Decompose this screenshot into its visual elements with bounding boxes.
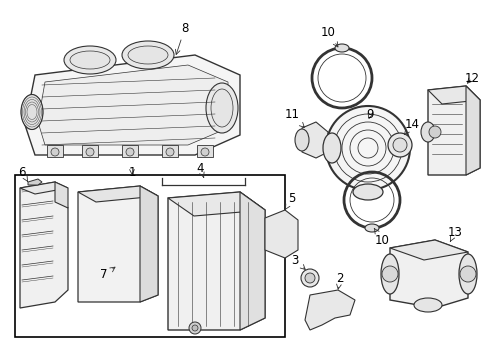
Circle shape [387, 133, 411, 157]
Polygon shape [28, 179, 42, 185]
Polygon shape [389, 240, 467, 308]
Circle shape [301, 269, 318, 287]
Ellipse shape [380, 254, 398, 294]
Circle shape [428, 126, 440, 138]
Ellipse shape [364, 224, 378, 232]
Ellipse shape [352, 184, 382, 200]
Text: 4: 4 [196, 162, 203, 177]
Polygon shape [20, 182, 68, 194]
Circle shape [201, 148, 208, 156]
Text: 11: 11 [284, 108, 304, 127]
Circle shape [392, 138, 406, 152]
Text: 2: 2 [336, 271, 343, 289]
Bar [82, 145, 98, 157]
Text: 3: 3 [291, 253, 305, 270]
Polygon shape [465, 86, 479, 175]
Ellipse shape [128, 46, 168, 64]
Circle shape [165, 148, 174, 156]
Ellipse shape [420, 122, 434, 142]
Ellipse shape [294, 129, 308, 151]
Bar [15, 175, 285, 337]
Circle shape [381, 266, 397, 282]
Circle shape [189, 322, 201, 334]
Polygon shape [168, 192, 264, 216]
Polygon shape [427, 86, 479, 175]
Polygon shape [389, 240, 467, 260]
Ellipse shape [205, 83, 238, 133]
Polygon shape [427, 86, 479, 104]
Text: 8: 8 [175, 22, 188, 54]
Polygon shape [55, 182, 68, 208]
Ellipse shape [70, 51, 110, 69]
Text: 9: 9 [366, 108, 373, 122]
Polygon shape [140, 186, 158, 302]
Ellipse shape [413, 298, 441, 312]
Circle shape [459, 266, 475, 282]
Ellipse shape [122, 41, 174, 69]
Polygon shape [78, 186, 158, 302]
Text: 12: 12 [464, 72, 479, 85]
Text: 13: 13 [447, 225, 462, 242]
Polygon shape [20, 182, 68, 308]
Text: 10: 10 [373, 228, 388, 247]
Ellipse shape [334, 44, 348, 52]
Text: 7: 7 [100, 267, 115, 282]
Text: 10: 10 [320, 26, 337, 47]
Ellipse shape [64, 46, 116, 74]
Polygon shape [302, 122, 327, 158]
Text: 14: 14 [404, 118, 419, 134]
Bar [162, 145, 178, 157]
Bar [47, 145, 63, 157]
Ellipse shape [458, 254, 476, 294]
Circle shape [126, 148, 134, 156]
Bar [122, 145, 138, 157]
Polygon shape [38, 65, 227, 145]
Text: 1: 1 [128, 166, 136, 179]
Text: 5: 5 [285, 192, 295, 210]
Circle shape [86, 148, 94, 156]
Circle shape [51, 148, 59, 156]
Polygon shape [264, 210, 297, 258]
Circle shape [305, 273, 314, 283]
Circle shape [325, 106, 409, 190]
Polygon shape [78, 186, 158, 202]
Ellipse shape [210, 89, 232, 127]
Bar [197, 145, 213, 157]
Polygon shape [305, 290, 354, 330]
Polygon shape [25, 55, 240, 155]
Polygon shape [240, 192, 264, 330]
Circle shape [192, 325, 198, 331]
Text: 6: 6 [18, 166, 28, 181]
Polygon shape [168, 192, 264, 330]
Ellipse shape [21, 94, 43, 130]
Ellipse shape [323, 133, 340, 163]
